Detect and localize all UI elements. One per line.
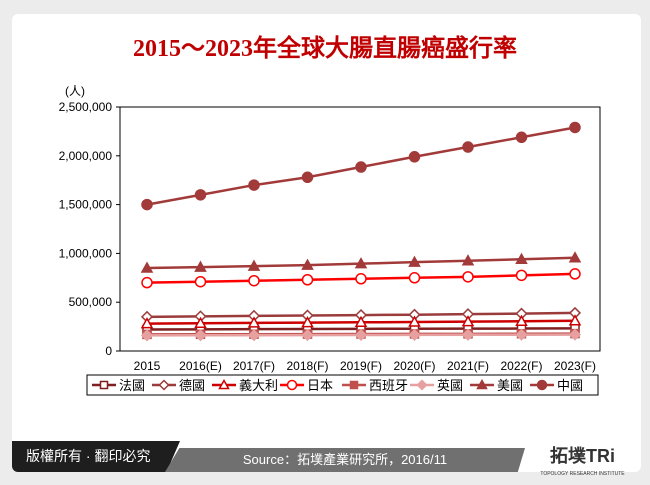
data-point xyxy=(194,189,207,201)
data-point xyxy=(140,317,154,329)
data-point xyxy=(248,274,260,287)
card xyxy=(12,14,641,472)
data-point xyxy=(408,272,421,284)
data-point xyxy=(568,251,582,263)
data-point xyxy=(355,273,367,285)
data-point xyxy=(461,254,475,266)
legend-label: 日本 xyxy=(307,378,333,393)
data-point xyxy=(515,131,528,144)
series-中國 xyxy=(141,121,581,211)
data-point xyxy=(349,380,359,390)
legend-item: 中國 xyxy=(530,378,583,393)
x-tick-label: 2021(F) xyxy=(447,359,489,373)
y-tick-label: 1,000,000 xyxy=(59,246,113,260)
x-tick-label: 2016(E) xyxy=(179,359,222,373)
x-tick-label: 2023(F) xyxy=(554,359,596,373)
legend-item: 英國 xyxy=(410,378,463,393)
data-point xyxy=(408,328,421,341)
legend-label: 法國 xyxy=(119,378,145,393)
legend-item: 日本 xyxy=(280,378,333,393)
y-tick-label: 2,500,000 xyxy=(59,100,113,114)
data-point xyxy=(515,269,528,282)
data-point xyxy=(247,316,261,328)
x-tick-label: 2020(F) xyxy=(393,359,435,373)
data-point xyxy=(248,179,260,191)
logo-text: 拓墣TRi xyxy=(550,446,615,466)
legend-item: 西班牙 xyxy=(342,378,408,393)
series-日本 xyxy=(141,268,581,289)
data-point xyxy=(461,315,475,327)
data-point xyxy=(408,151,421,163)
data-point xyxy=(286,379,298,391)
x-tick-label: 2019(F) xyxy=(340,359,382,373)
series-義大利 xyxy=(140,314,582,329)
y-axis-label: (人) xyxy=(65,84,85,98)
data-point xyxy=(158,379,170,391)
data-point xyxy=(247,329,261,342)
legend-item: 義大利 xyxy=(212,378,278,393)
series-英國 xyxy=(140,328,582,342)
data-point xyxy=(218,378,230,390)
data-point xyxy=(141,198,153,211)
legend-label: 美國 xyxy=(497,378,523,393)
data-point xyxy=(301,171,314,184)
data-point xyxy=(476,378,488,390)
data-point xyxy=(354,257,368,269)
data-point xyxy=(141,276,153,289)
legend-label: 德國 xyxy=(179,378,205,393)
y-tick-label: 2,000,000 xyxy=(59,149,113,163)
data-point xyxy=(194,275,207,288)
chart-title: 2015～2023年全球大腸直腸癌盛行率 xyxy=(133,36,517,62)
x-tick-label: 2015 xyxy=(134,359,161,373)
data-point xyxy=(354,315,368,328)
data-point xyxy=(301,329,314,342)
y-tick-label: 0 xyxy=(105,344,112,358)
logo-subtext: TOPOLOGY RESEARCH INSTITUTE xyxy=(540,471,625,477)
series-美國 xyxy=(140,251,582,273)
data-point xyxy=(568,314,582,326)
data-point xyxy=(462,271,474,283)
plot-area xyxy=(119,106,601,352)
legend-item: 德國 xyxy=(152,378,205,393)
legend-item: 法國 xyxy=(92,378,145,393)
x-tick-label: 2018(F) xyxy=(286,359,328,373)
tri-logo: 拓墣TRi TOPOLOGY RESEARCH INSTITUTE xyxy=(535,447,630,483)
y-tick-label: 1,500,000 xyxy=(59,198,113,212)
data-point xyxy=(354,328,368,342)
data-point xyxy=(515,252,528,265)
x-tick-label: 2017(F) xyxy=(233,359,275,373)
data-point xyxy=(301,316,314,328)
copyright-notice: 版權所有 · 翻印必究 xyxy=(12,441,180,472)
legend-label: 西班牙 xyxy=(369,378,408,393)
data-point xyxy=(416,379,428,391)
data-point xyxy=(301,258,314,270)
data-point xyxy=(140,261,154,273)
data-point xyxy=(301,274,314,286)
data-point xyxy=(461,328,475,341)
data-point xyxy=(536,379,548,391)
source-note: Source：拓墣產業研究所，2016/11 xyxy=(165,448,525,472)
legend-label: 義大利 xyxy=(239,378,278,393)
data-point xyxy=(569,121,581,134)
data-point xyxy=(355,161,367,173)
data-point xyxy=(408,315,421,327)
data-point xyxy=(194,316,207,329)
y-tick-label: 500,000 xyxy=(69,295,113,309)
data-point xyxy=(462,141,474,153)
data-point xyxy=(515,328,528,341)
data-point xyxy=(194,329,207,342)
data-point xyxy=(99,380,109,390)
data-point xyxy=(515,314,528,326)
legend-label: 中國 xyxy=(557,378,583,393)
legend-label: 英國 xyxy=(437,378,463,393)
data-point xyxy=(408,255,421,267)
data-point xyxy=(568,328,582,341)
data-point xyxy=(247,259,261,271)
data-point xyxy=(569,268,581,280)
x-tick-label: 2022(F) xyxy=(500,359,542,373)
data-point xyxy=(140,329,154,342)
legend-item: 美國 xyxy=(470,378,523,393)
data-point xyxy=(194,260,207,272)
